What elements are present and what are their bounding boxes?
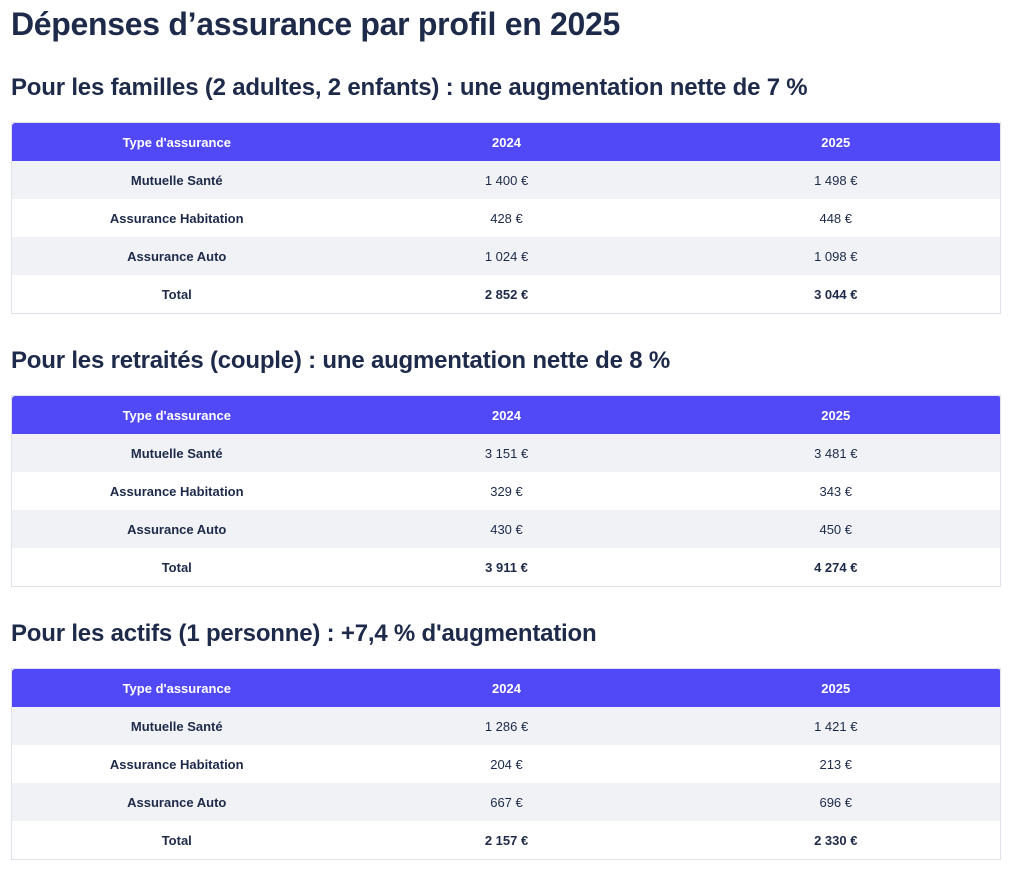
section-heading: Pour les familles (2 adultes, 2 enfants)… xyxy=(11,74,808,101)
row-label: Mutuelle Santé xyxy=(130,172,223,188)
cell-2025: 448 € xyxy=(819,210,853,226)
cell-2024: 2 852 € xyxy=(484,286,529,302)
table-header-row: Type d'assurance 2024 2025 xyxy=(11,395,1001,434)
row-label: Assurance Habitation xyxy=(109,210,244,226)
table-header-row: Type d'assurance 2024 2025 xyxy=(11,668,1001,707)
cell-2024: 430 € xyxy=(490,521,523,537)
row-label: Mutuelle Santé xyxy=(130,718,223,734)
cell-2024: 329 € xyxy=(490,483,523,499)
column-header-2025: 2025 xyxy=(821,680,851,696)
cell-2025: 2 330 € xyxy=(814,832,858,848)
cell-2025: 1 421 € xyxy=(814,718,858,734)
cell-2024: 1 024 € xyxy=(484,248,529,264)
row-label: Mutuelle Santé xyxy=(130,445,223,461)
section-retirees: Pour les retraités (couple) : une augmen… xyxy=(11,343,1001,587)
cell-2025: 1 098 € xyxy=(814,248,858,264)
column-header-2024: 2024 xyxy=(492,134,521,150)
table-row: Mutuelle Santé 1 286 € 1 421 € xyxy=(11,707,1001,745)
cell-2024: 667 € xyxy=(490,794,523,810)
column-header-2024: 2024 xyxy=(492,407,521,423)
column-header-type: Type d'assurance xyxy=(122,134,231,150)
table-row: Assurance Auto 430 € 450 € xyxy=(11,510,1001,548)
cell-2024: 1 400 € xyxy=(484,172,529,188)
cell-2024: 3 911 € xyxy=(485,559,528,575)
section-heading: Pour les retraités (couple) : une augmen… xyxy=(11,347,670,374)
table-row-total: Total 3 911 € 4 274 € xyxy=(11,548,1001,587)
column-header-type: Type d'assurance xyxy=(122,407,231,423)
table-row-total: Total 2 157 € 2 330 € xyxy=(11,821,1001,860)
row-label: Total xyxy=(161,286,192,302)
table-row: Assurance Auto 1 024 € 1 098 € xyxy=(11,237,1001,275)
table-row: Assurance Habitation 204 € 213 € xyxy=(11,745,1001,783)
cell-2024: 1 286 € xyxy=(484,718,529,734)
row-label: Assurance Auto xyxy=(127,248,227,264)
table-row: Assurance Habitation 428 € 448 € xyxy=(11,199,1001,237)
row-label: Assurance Habitation xyxy=(109,756,244,772)
cell-2024: 204 € xyxy=(490,756,523,772)
table-row-total: Total 2 852 € 3 044 € xyxy=(11,275,1001,314)
column-header-2025: 2025 xyxy=(821,407,851,423)
column-header-2024: 2024 xyxy=(492,680,521,696)
section-heading: Pour les actifs (1 personne) : +7,4 % d'… xyxy=(11,620,597,647)
cell-2025: 343 € xyxy=(819,483,853,499)
insurance-table-families: Type d'assurance 2024 2025 Mutuelle Sant… xyxy=(11,122,1001,314)
cell-2025: 1 498 € xyxy=(814,172,858,188)
cell-2025: 3 044 € xyxy=(814,286,858,302)
page-title: Dépenses d’assurance par profil en 2025 xyxy=(11,6,621,42)
cell-2024: 3 151 € xyxy=(484,445,529,461)
section-workers: Pour les actifs (1 personne) : +7,4 % d'… xyxy=(11,616,1001,860)
insurance-table-workers: Type d'assurance 2024 2025 Mutuelle Sant… xyxy=(11,668,1001,860)
cell-2025: 213 € xyxy=(819,756,853,772)
section-families: Pour les familles (2 adultes, 2 enfants)… xyxy=(11,70,1001,314)
table-row: Mutuelle Santé 3 151 € 3 481 € xyxy=(11,434,1001,472)
insurance-table-retirees: Type d'assurance 2024 2025 Mutuelle Sant… xyxy=(11,395,1001,587)
cell-2025: 696 € xyxy=(819,794,853,810)
column-header-2025: 2025 xyxy=(821,134,851,150)
cell-2025: 4 274 € xyxy=(814,559,858,575)
table-row: Assurance Auto 667 € 696 € xyxy=(11,783,1001,821)
cell-2024: 2 157 € xyxy=(484,832,529,848)
column-header-type: Type d'assurance xyxy=(122,680,231,696)
table-row: Assurance Habitation 329 € 343 € xyxy=(11,472,1001,510)
row-label: Assurance Habitation xyxy=(109,483,244,499)
table-row: Mutuelle Santé 1 400 € 1 498 € xyxy=(11,161,1001,199)
cell-2024: 428 € xyxy=(490,210,523,226)
row-label: Total xyxy=(161,559,192,575)
row-label: Assurance Auto xyxy=(127,521,227,537)
table-header-row: Type d'assurance 2024 2025 xyxy=(11,122,1001,161)
row-label: Total xyxy=(161,832,192,848)
cell-2025: 450 € xyxy=(819,521,853,537)
cell-2025: 3 481 € xyxy=(814,445,858,461)
row-label: Assurance Auto xyxy=(127,794,227,810)
